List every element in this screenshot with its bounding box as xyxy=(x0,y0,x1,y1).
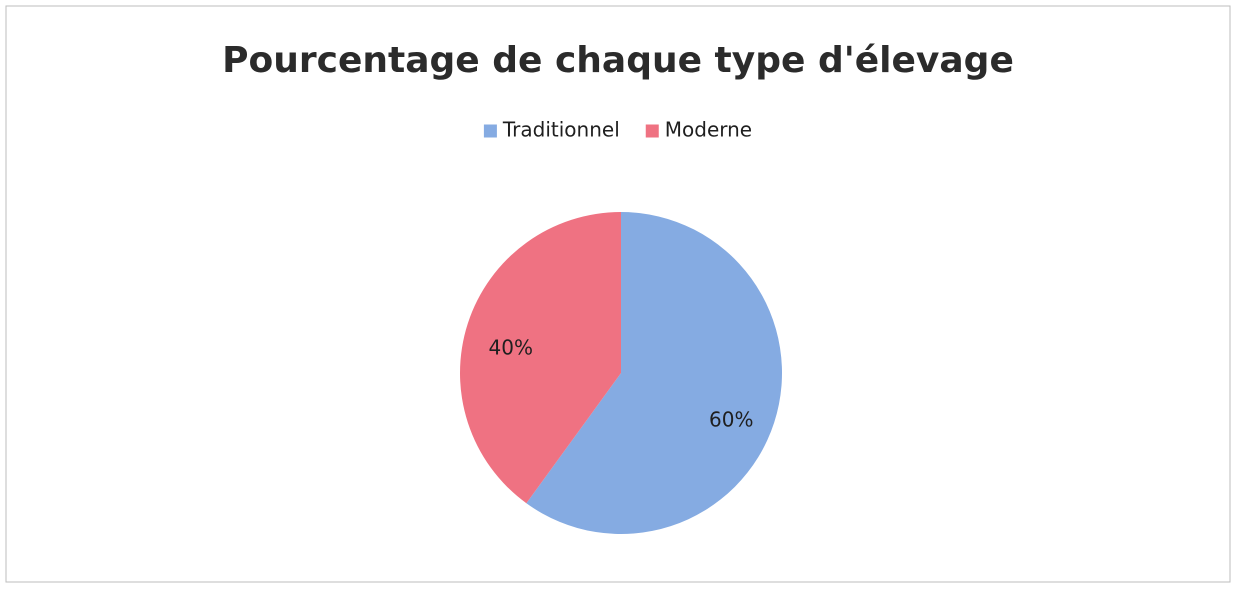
value-label: 40% xyxy=(489,336,533,360)
chart-title: Pourcentage de chaque type d'élevage xyxy=(222,40,1014,81)
legend-swatch xyxy=(645,124,659,138)
legend-label: Traditionnel xyxy=(502,118,620,142)
legend-label: Moderne xyxy=(665,118,752,142)
value-label: 60% xyxy=(709,407,753,431)
pie-slice xyxy=(526,212,782,534)
legend-swatch xyxy=(483,124,497,138)
pie-slice xyxy=(460,212,621,504)
